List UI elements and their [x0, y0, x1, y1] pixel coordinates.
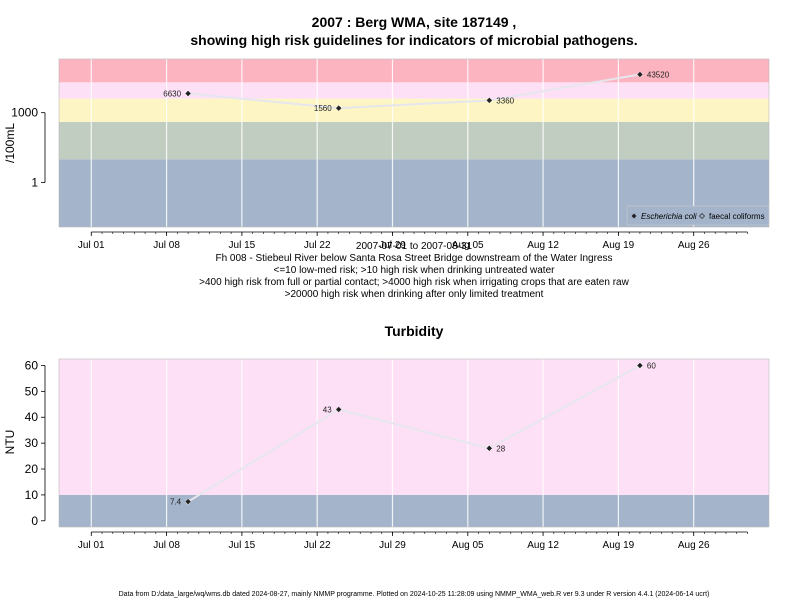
- ecoli-caption: 2007-07-01 to 2007-08-31 Fh 008 - Stiebe…: [199, 241, 629, 300]
- ecoli-x-tick-label-8: Aug 19: [603, 240, 635, 251]
- caption-site: Fh 008 - Stiebeul River below Santa Rosa…: [215, 253, 612, 264]
- ecoli-x-tick-label-2: Jul 08: [153, 240, 180, 251]
- legend-marker-ecoli: [631, 213, 637, 219]
- ecoli-x-tick-label-3: Jul 15: [229, 240, 256, 251]
- caption-guideline-3: >20000 high risk when drinking after onl…: [285, 289, 544, 300]
- turbidity-y-tick-label-3: 20: [25, 462, 39, 476]
- caption-guideline-1: <=10 low-med risk; >10 high risk when dr…: [274, 265, 556, 276]
- turbidity-y-tick-label-5: 40: [25, 410, 39, 424]
- turbidity-x-tick-label-4: Jul 22: [304, 540, 331, 551]
- turbidity-data-point-2: [335, 406, 343, 413]
- turbidity-plot-frame: [58, 358, 770, 528]
- ecoli-data-point-4: [636, 71, 644, 78]
- ecoli-y-axis-label: /100mL: [3, 123, 17, 163]
- turbidity-x-tick-label-6: Aug 05: [452, 540, 484, 551]
- turbidity-series-line: [187, 364, 641, 503]
- turbidity-x-tick-label-2: Jul 08: [153, 540, 180, 551]
- ecoli-risk-band-5: [59, 59, 769, 83]
- turbidity-title: Turbidity: [385, 323, 444, 339]
- turbidity-y-tick-label-7: 60: [25, 358, 39, 372]
- ecoli-data-label-4: 43520: [647, 70, 670, 79]
- turbidity-panel: 0 10 20 30 40 50 60 Jul 01 Jul 08 Jul 15 Jul 22 Jul…: [25, 358, 770, 551]
- turbidity-data-label-1: 7.4: [170, 498, 182, 507]
- ecoli-x-tick-label-4: Jul 22: [304, 240, 331, 251]
- legend-marker-faecal-coliforms: [699, 213, 705, 219]
- ecoli-plot-frame: [58, 58, 770, 228]
- turbidity-x-tick-label-3: Jul 15: [229, 540, 256, 551]
- ecoli-y-tick-label-1: 1: [31, 176, 38, 190]
- ecoli-x-tick-label-9: Aug 26: [678, 240, 710, 251]
- ecoli-x-tick-label-5: Jul 29: [379, 240, 406, 251]
- ecoli-data-point-2: [335, 104, 343, 112]
- turbidity-data-label-3: 28: [496, 444, 505, 453]
- caption-guideline-2: >400 high risk from full or partial cont…: [199, 277, 629, 288]
- turbidity-data-label-2: 43: [323, 405, 332, 414]
- turbidity-y-axis-label: NTU: [3, 430, 17, 455]
- turbidity-risk-band-2: [59, 359, 769, 495]
- turbidity-x-tick-label-7: Aug 12: [527, 540, 559, 551]
- ecoli-risk-band-3: [59, 98, 769, 122]
- caption-date-range: 2007-07-01 to 2007-08-31: [356, 241, 473, 252]
- ecoli-panel: 1 1000 Jul 01 Jul 08 Jul 15 Jul 22 Jul 29 Aug 0…: [11, 58, 770, 251]
- ecoli-x-tick-label-1: Jul 01: [78, 240, 105, 251]
- legend-box: [626, 205, 770, 226]
- ecoli-series-line: [187, 73, 641, 110]
- ecoli-x-tick-label-7: Aug 12: [527, 240, 559, 251]
- ecoli-risk-band-4: [59, 82, 769, 99]
- turbidity-data-point-3: [485, 444, 493, 452]
- turbidity-y-tick-label-4: 30: [25, 436, 39, 450]
- legend-label-ecoli: Escherichia coli: [641, 212, 697, 221]
- chart-title-line-2: showing high risk guidelines for indicat…: [190, 32, 637, 48]
- turbidity-x-tick-label-1: Jul 01: [78, 540, 105, 551]
- turbidity-y-tick-label-6: 50: [25, 384, 39, 398]
- chart-title-line-1: 2007 : Berg WMA, site 187149 ,: [312, 14, 517, 30]
- ecoli-data-point-1: [184, 90, 192, 97]
- ecoli-data-label-3: 3360: [496, 96, 514, 105]
- ecoli-risk-band-2: [59, 121, 769, 160]
- turbidity-data-label-4: 60: [647, 361, 656, 370]
- ecoli-data-point-3: [485, 97, 493, 104]
- turbidity-data-point-1: [184, 498, 192, 505]
- ecoli-y-tick-label-2: 1000: [11, 106, 38, 120]
- ecoli-data-label-2: 1560: [314, 104, 332, 113]
- legend-label-faecal-coliforms: faecal coliforms: [709, 212, 765, 221]
- turbidity-y-tick-label-2: 10: [25, 488, 39, 502]
- turbidity-data-point-4: [636, 362, 644, 369]
- turbidity-x-tick-label-5: Jul 29: [379, 540, 406, 551]
- turbidity-risk-band-1: [59, 494, 769, 527]
- turbidity-x-tick-label-8: Aug 19: [603, 540, 635, 551]
- ecoli-data-label-1: 6630: [163, 90, 181, 99]
- footer-note: Data from D:/data_large/wq/wms.db dated …: [119, 591, 710, 598]
- turbidity-y-tick-label-1: 0: [31, 514, 38, 528]
- turbidity-x-tick-label-9: Aug 26: [678, 540, 710, 551]
- ecoli-x-tick-label-6: Aug 05: [452, 240, 484, 251]
